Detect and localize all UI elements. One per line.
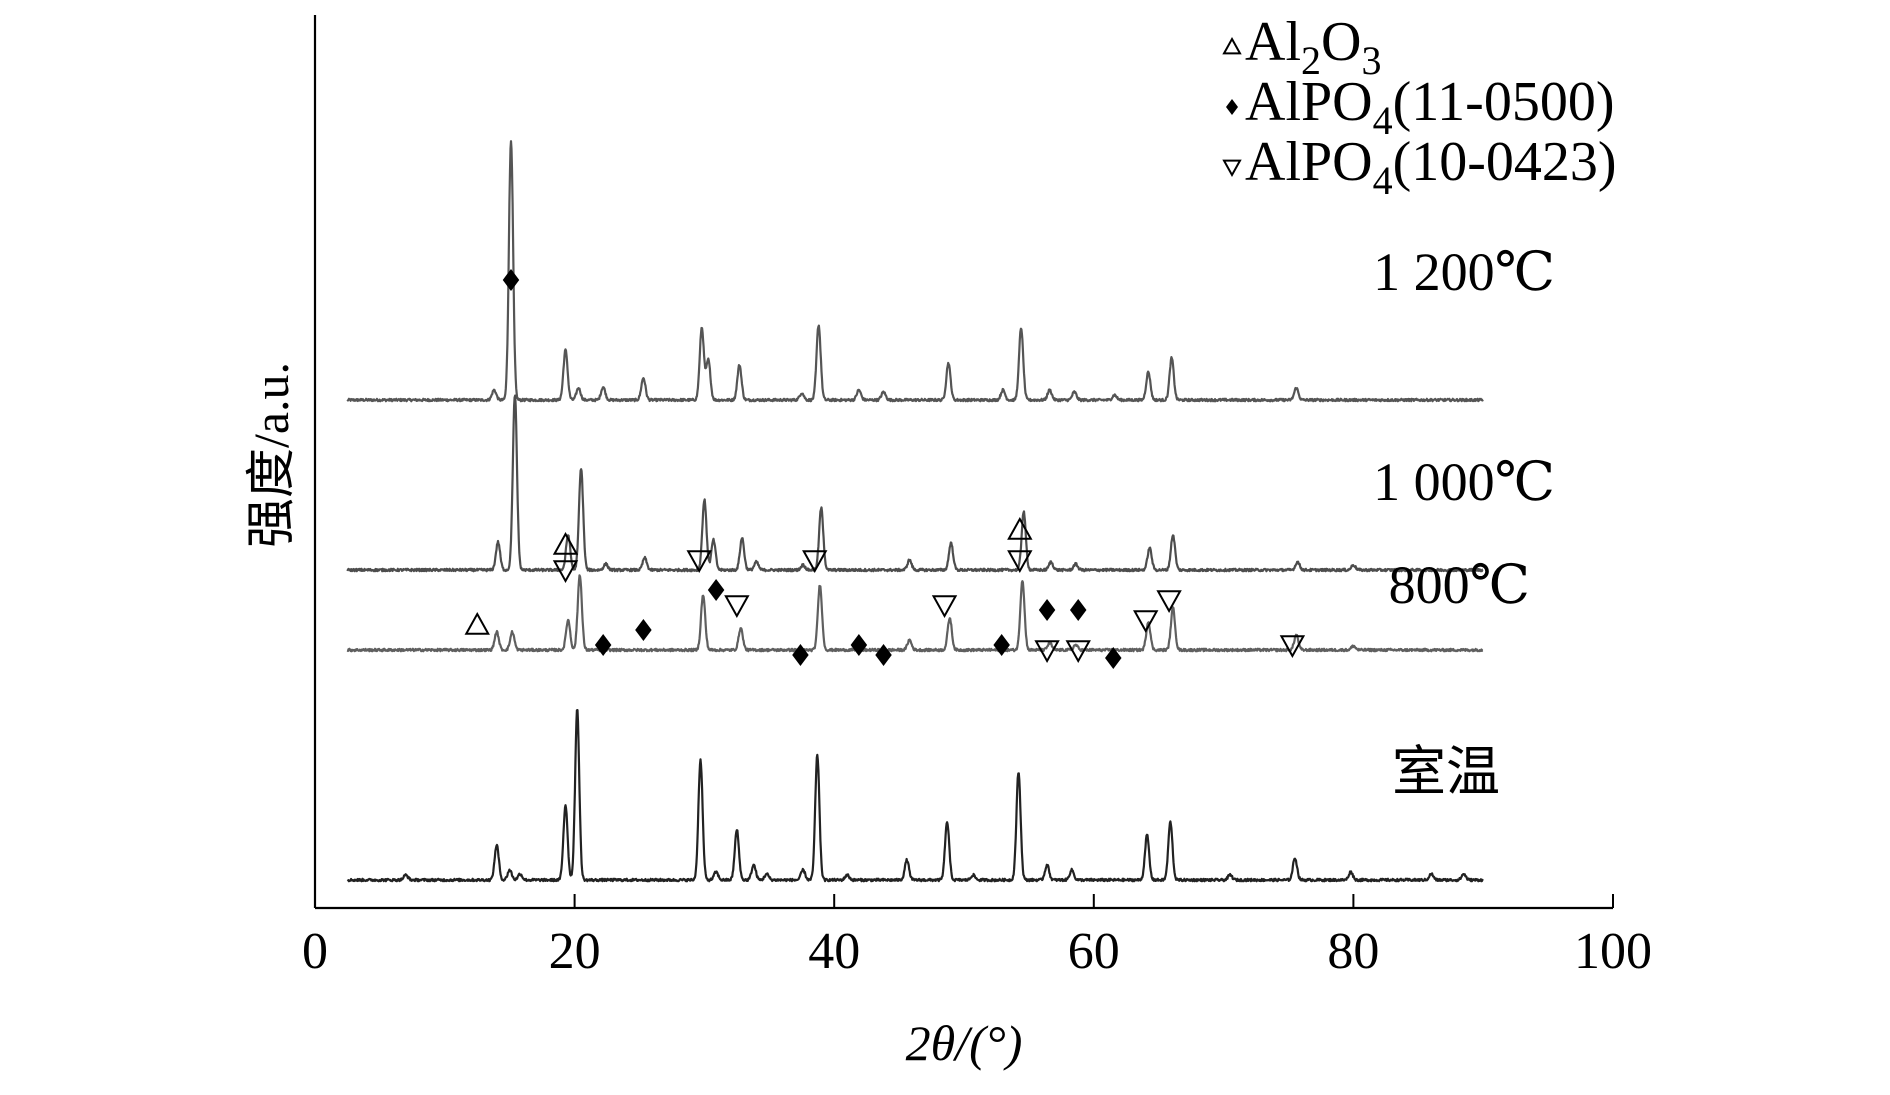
triangle-down-marker — [1156, 590, 1182, 614]
legend-subscript: 4 — [1373, 98, 1393, 143]
legend-text: (11-0500) — [1393, 71, 1615, 133]
triangle-down-marker — [724, 595, 750, 619]
series-label: 1 000℃ — [1373, 452, 1555, 512]
y-axis-label: 强度/a.u. — [243, 362, 299, 548]
legend-text: AlPO — [1245, 71, 1373, 133]
diamond-marker — [850, 634, 868, 656]
triangle-down-marker — [686, 550, 712, 574]
diamond-marker — [1105, 647, 1122, 669]
legend-text: AlPO — [1245, 131, 1373, 193]
axes — [313, 15, 1613, 910]
x-tick-label: 100 — [1574, 923, 1652, 980]
legend-entry: Al2O3 — [1245, 11, 1381, 83]
legend-entry: AlPO4(10-0423) — [1245, 131, 1617, 203]
phase-markers — [464, 269, 1306, 669]
diamond-marker — [875, 644, 892, 666]
diamond-marker — [792, 644, 809, 666]
series-line — [346, 709, 1484, 883]
triangle-down-marker — [1065, 640, 1091, 664]
diamond-marker — [707, 579, 725, 601]
x-tick-label: 40 — [808, 923, 860, 980]
diamond-marker — [502, 269, 520, 291]
triangle-up-marker — [552, 531, 579, 555]
x-tick-label: 60 — [1068, 923, 1120, 980]
triangle-up-marker — [464, 611, 490, 635]
series-line — [346, 394, 1484, 573]
legend-text: Al — [1245, 11, 1301, 73]
legend-text: O — [1321, 11, 1361, 73]
series-label: 1 200℃ — [1373, 242, 1555, 302]
triangle-down-marker — [1133, 610, 1159, 634]
triangle-down-marker — [1007, 550, 1033, 574]
triangle-down-marker — [1222, 159, 1242, 178]
diamond-marker — [635, 619, 652, 641]
triangle-down-marker — [1034, 640, 1060, 664]
legend-text: (10-0423) — [1393, 131, 1617, 193]
x-axis-ticks: 0 20 40 60 80 100 — [302, 894, 1652, 980]
triangle-down-marker — [552, 560, 579, 584]
plot-area — [346, 140, 1484, 883]
diamond-marker — [1038, 599, 1056, 621]
diamond-marker — [993, 634, 1010, 656]
triangle-up-marker — [1222, 36, 1242, 55]
x-tick-label: 80 — [1327, 923, 1379, 980]
x-axis-label: 2θ/(°) — [906, 1015, 1023, 1071]
diamond-marker — [1226, 99, 1238, 115]
series-label: 800℃ — [1389, 555, 1530, 615]
diamond-marker — [1069, 599, 1087, 621]
diamond-marker — [594, 634, 612, 656]
triangle-down-marker — [1279, 635, 1306, 659]
series-line — [346, 140, 1484, 403]
legend-subscript: 3 — [1361, 38, 1381, 83]
series-label: 室温 — [1392, 742, 1500, 802]
series-line — [346, 574, 1484, 653]
x-tick-label: 20 — [549, 923, 601, 980]
legend-subscript: 2 — [1301, 38, 1321, 83]
legend-entry: AlPO4(11-0500) — [1245, 71, 1614, 143]
triangle-down-marker — [931, 595, 958, 619]
triangle-up-marker — [1007, 516, 1033, 540]
x-tick-label: 0 — [302, 923, 328, 980]
series-labels: 1 200℃ 1 000℃ 800℃ 室温 — [1373, 242, 1555, 802]
legend-subscript: 4 — [1373, 158, 1393, 203]
triangle-down-marker — [802, 550, 828, 574]
